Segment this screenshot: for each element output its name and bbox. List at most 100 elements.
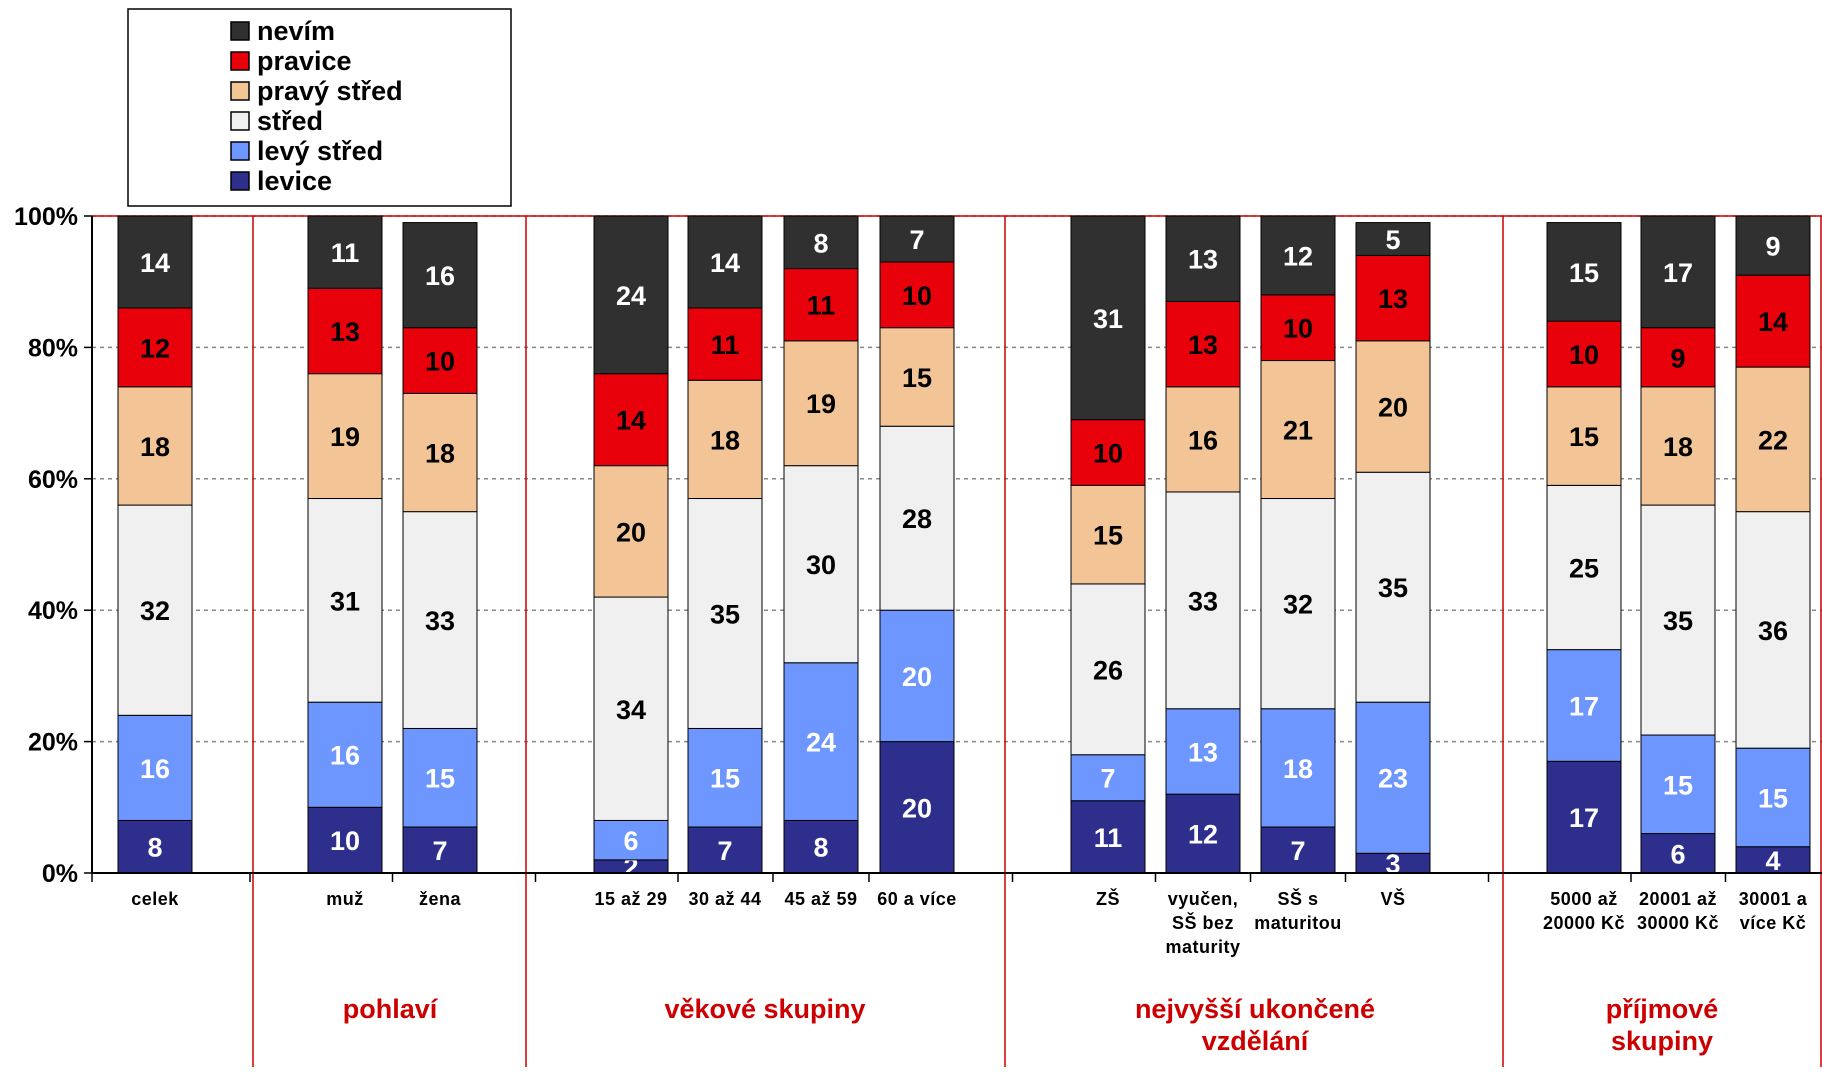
- bar-segment-st-ed: [307, 498, 383, 703]
- data-label: 13: [330, 317, 360, 347]
- y-tick-label: 40%: [28, 597, 78, 625]
- bar-segment-prav-st-ed: [783, 340, 859, 467]
- group-label: věkové skupiny: [664, 994, 865, 1024]
- x-category-label: 5000 až: [1550, 889, 1618, 909]
- y-tick-label: 100%: [14, 203, 78, 231]
- data-label: 15: [710, 764, 740, 794]
- data-label: 15: [1663, 770, 1693, 800]
- bar-segment-lev-st-ed: [1165, 708, 1241, 795]
- data-label: 36: [1758, 616, 1788, 646]
- data-label: 21: [1283, 416, 1313, 446]
- x-category-label: 30001 a: [1739, 889, 1808, 909]
- data-label: 24: [806, 728, 836, 758]
- bar-segment-pravice: [1735, 274, 1811, 368]
- data-label: 7: [717, 836, 732, 866]
- bar-segment-prav-st-ed: [1355, 340, 1431, 473]
- data-label: 4: [1765, 846, 1780, 876]
- legend-swatch-st-ed: [230, 111, 250, 131]
- data-label: 35: [710, 599, 740, 629]
- data-label: 32: [1283, 590, 1313, 620]
- bar-segment-levice: [1735, 846, 1811, 874]
- bar-segment-lev-st-ed: [1070, 754, 1146, 802]
- bar-segment-lev-st-ed: [402, 727, 478, 828]
- bar-segment-nev-m: [687, 215, 763, 309]
- data-label: 12: [140, 333, 170, 363]
- bar-segment-nev-m: [1070, 215, 1146, 421]
- group-label: nejvyšší ukončené: [1135, 994, 1375, 1024]
- bar-segment-nev-m: [1640, 215, 1716, 329]
- bar-segment-prav-st-ed: [402, 392, 478, 513]
- data-label: 10: [1283, 314, 1313, 344]
- legend-swatch-lev-st-ed: [230, 141, 250, 161]
- bar-segment-levice: [687, 826, 763, 874]
- bar-segment-pravice: [117, 307, 193, 388]
- data-label: 14: [616, 406, 646, 436]
- data-label: 15: [425, 764, 455, 794]
- bar-segment-nev-m: [307, 215, 383, 289]
- bar-segment-prav-st-ed: [1260, 360, 1336, 500]
- data-label: 12: [1283, 241, 1313, 271]
- bar-segment-st-ed: [1546, 484, 1622, 651]
- legend-label: levý střed: [257, 136, 383, 166]
- group-label: skupiny: [1611, 1026, 1713, 1056]
- data-label: 11: [807, 291, 836, 321]
- bar-segment-st-ed: [1640, 504, 1716, 736]
- data-label: 7: [909, 225, 924, 255]
- data-label: 7: [1290, 836, 1305, 866]
- bar-segment-levice: [402, 826, 478, 874]
- bar-segment-nev-m: [783, 215, 859, 270]
- x-category-label: 20000 Kč: [1543, 913, 1625, 933]
- bar-segment-nev-m: [117, 215, 193, 309]
- data-label: 3: [1385, 849, 1400, 879]
- bar-segment-levice: [117, 819, 193, 874]
- bar-segment-pravice: [879, 261, 955, 329]
- data-label: 17: [1569, 691, 1599, 721]
- data-label: 16: [140, 754, 170, 784]
- x-category-label: muž: [326, 889, 364, 909]
- y-tick-label: 20%: [28, 729, 78, 757]
- data-label: 34: [616, 695, 646, 725]
- data-label: 14: [140, 248, 170, 278]
- data-label: 9: [1670, 343, 1685, 373]
- data-label: 5: [1385, 225, 1400, 255]
- legend-box: [127, 8, 512, 207]
- data-label: 33: [1188, 586, 1218, 616]
- bar-segment-lev-st-ed: [687, 727, 763, 828]
- data-label: 26: [1093, 655, 1123, 685]
- data-label: 20: [902, 662, 932, 692]
- bar-segment-lev-st-ed: [307, 701, 383, 808]
- data-label: 18: [1663, 432, 1693, 462]
- x-category-label: ZŠ: [1096, 888, 1120, 909]
- data-label: 10: [425, 347, 455, 377]
- data-label: 15: [902, 363, 932, 393]
- group-label: pohlaví: [343, 994, 439, 1024]
- bar-segment-lev-st-ed: [593, 819, 669, 861]
- bar-segment-lev-st-ed: [117, 714, 193, 821]
- x-category-label: maturitou: [1254, 913, 1342, 933]
- data-label: 18: [710, 425, 740, 455]
- legend-label: střed: [257, 106, 323, 136]
- x-category-label: maturity: [1165, 937, 1240, 957]
- bar-segment-lev-st-ed: [1546, 649, 1622, 762]
- bar-segment-levice: [1070, 800, 1146, 874]
- bar-segment-prav-st-ed: [1735, 366, 1811, 513]
- bar-segment-lev-st-ed: [783, 662, 859, 821]
- data-label: 16: [1188, 425, 1218, 455]
- data-label: 20: [902, 793, 932, 823]
- data-label: 8: [813, 833, 828, 863]
- bar-segment-nev-m: [1355, 222, 1431, 256]
- data-label: 12: [1188, 820, 1218, 850]
- data-label: 8: [813, 228, 828, 258]
- bar-segment-st-ed: [1070, 583, 1146, 756]
- bar-segment-pravice: [1355, 254, 1431, 342]
- data-label: 20: [616, 517, 646, 547]
- data-label: 31: [1093, 304, 1123, 334]
- y-tick-label: 60%: [28, 466, 78, 494]
- bar-segment-prav-st-ed: [307, 373, 383, 500]
- bar-segment-levice: [1260, 826, 1336, 874]
- data-label: 13: [1188, 330, 1218, 360]
- data-label: 18: [425, 439, 455, 469]
- bar-segment-st-ed: [117, 504, 193, 716]
- data-label: 15: [1758, 783, 1788, 813]
- bar-segment-lev-st-ed: [1355, 701, 1431, 854]
